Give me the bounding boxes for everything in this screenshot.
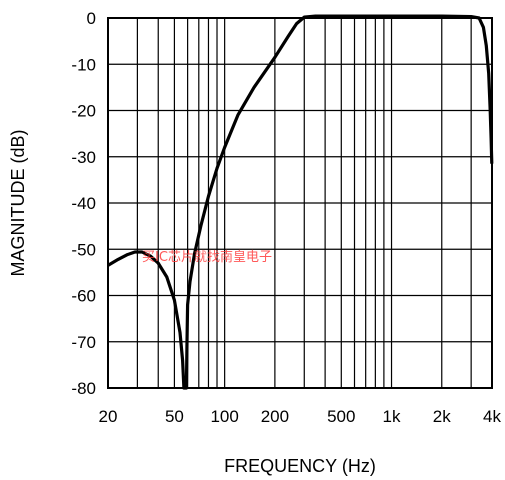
plot-frame xyxy=(107,17,493,389)
y-tick-label: -40 xyxy=(71,194,96,213)
y-tick-label: -30 xyxy=(71,148,96,167)
x-tick-label: 4k xyxy=(483,407,501,426)
x-axis-title: FREQUENCY (Hz) xyxy=(224,456,376,476)
x-tick-label: 50 xyxy=(165,407,184,426)
x-tick-label: 20 xyxy=(99,407,118,426)
y-tick-label: -70 xyxy=(71,333,96,352)
y-tick-labels: 0 -10 -20 -30 -40 -50 -60 -70 -80 xyxy=(71,9,96,398)
y-tick-label: -60 xyxy=(71,287,96,306)
watermark-text: 买IC芯片就找南皇电子 xyxy=(142,249,272,265)
x-tick-labels: 20 50 100 200 500 1k 2k 4k xyxy=(99,407,502,426)
grid xyxy=(108,17,493,389)
series-group xyxy=(107,14,494,390)
y-tick-label: -20 xyxy=(71,102,96,121)
y-axis-title: MAGNITUDE (dB) xyxy=(8,129,28,276)
y-tick-label: -10 xyxy=(71,55,96,74)
y-tick-label: -50 xyxy=(71,240,96,259)
x-tick-label: 100 xyxy=(210,407,238,426)
x-tick-label: 500 xyxy=(327,407,355,426)
magnitude-response-line xyxy=(107,14,494,390)
y-tick-label: 0 xyxy=(87,9,96,28)
y-tick-label: -80 xyxy=(71,379,96,398)
x-tick-label: 1k xyxy=(383,407,401,426)
x-tick-label: 2k xyxy=(433,407,451,426)
x-tick-label: 200 xyxy=(261,407,289,426)
